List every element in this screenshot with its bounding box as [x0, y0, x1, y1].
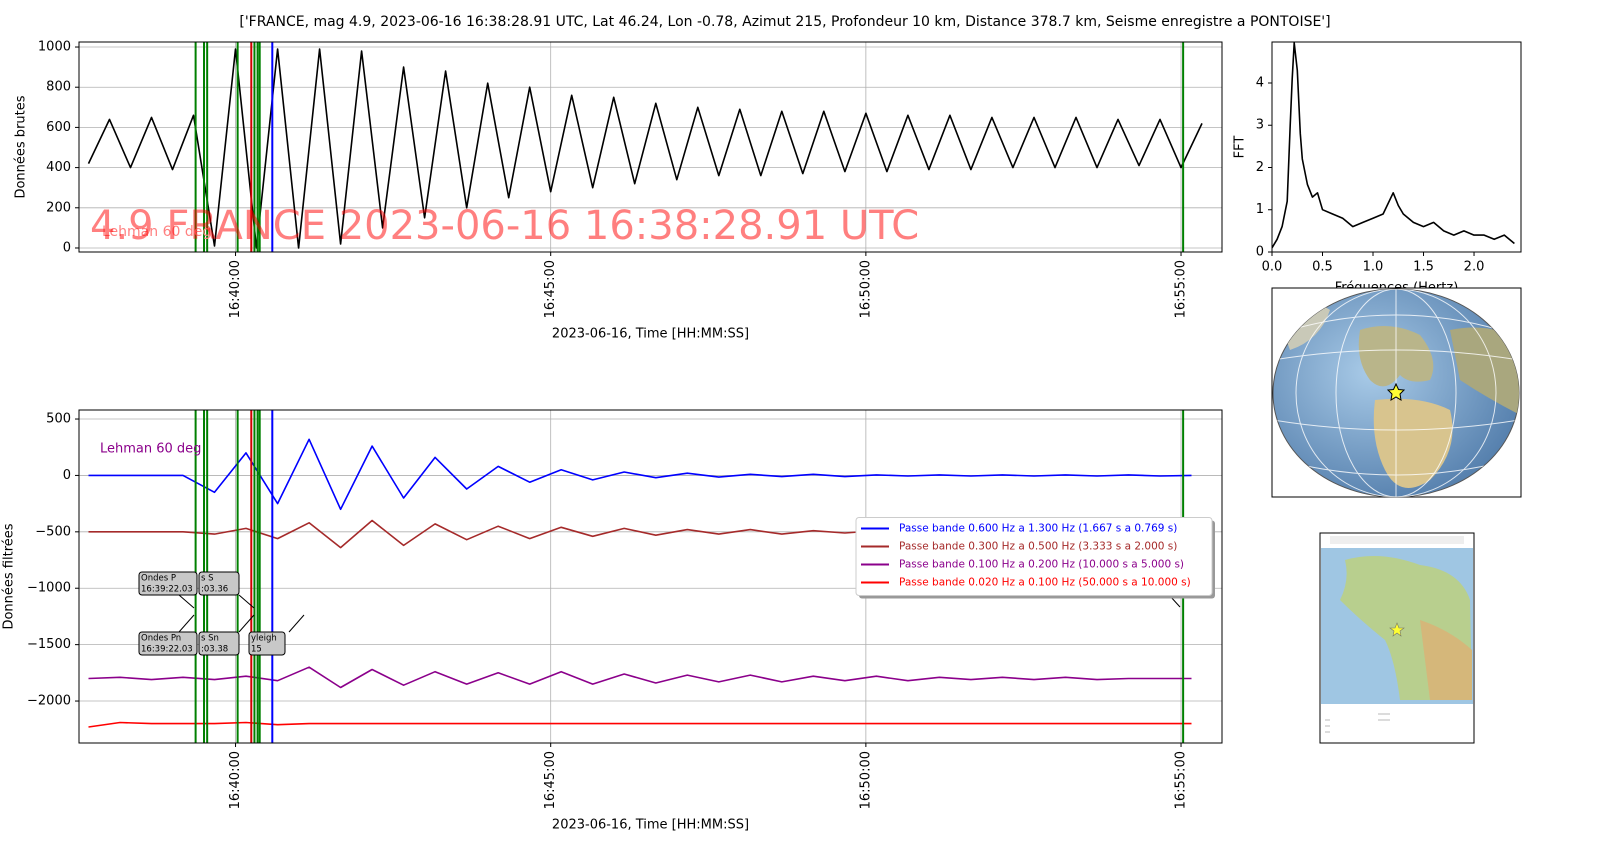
x-tick-label: 16:45:00 — [543, 260, 558, 318]
x-tick-label: 16:55:00 — [1174, 751, 1189, 809]
plot-lines — [87, 42, 1203, 252]
plot-background — [1272, 42, 1521, 252]
y-tick-label: −1000 — [27, 581, 71, 596]
panel: 500 0 −500 −1000 −1500 −2000 16:40:00 16:45:00 1… — [2, 409, 1223, 833]
phase-label-box — [198, 571, 240, 596]
x-tick-label: 16:45:00 — [543, 751, 558, 809]
y-tick-label: 0 — [63, 240, 71, 255]
x-tick-label: 16:50:00 — [858, 751, 873, 809]
y-tick-label: 0 — [1256, 245, 1264, 260]
phase-label-text: 16:39:22.03 — [141, 585, 193, 595]
phase-label-text: 15 — [251, 645, 262, 655]
legend-label: Passe bande 0.600 Hz a 1.300 Hz (1.667 s… — [899, 523, 1177, 535]
y-tick-label: 0 — [63, 468, 71, 483]
panel: 0 200 400 600 800 1000 16:40:00 16:45:00 16:50:0… — [14, 40, 1223, 342]
legend-label: Passe bande 0.100 Hz a 0.200 Hz (10.000 … — [899, 559, 1184, 571]
phase-label-text: s Sn — [201, 634, 219, 644]
annotation: Lehman 60 deg — [100, 442, 201, 457]
y-tick-label: −1500 — [27, 637, 71, 652]
y-axis-label: Données filtrées — [2, 523, 17, 629]
y-tick-label: 600 — [46, 120, 71, 135]
legend-label: Passe bande 0.300 Hz a 0.500 Hz (3.333 s… — [899, 541, 1177, 553]
y-tick-label: −2000 — [27, 694, 71, 709]
phase-label-box — [248, 631, 286, 656]
x-tick-label: 16:50:00 — [858, 260, 873, 318]
phase-arrow — [178, 594, 195, 609]
phase-label-box — [138, 571, 198, 596]
x-tick-label: 0.5 — [1312, 260, 1333, 275]
plot-lines — [88, 410, 1192, 743]
series-line — [87, 48, 1203, 249]
y-tick-label: −500 — [35, 524, 71, 539]
x-tick-label: 0.0 — [1262, 260, 1283, 275]
phase-label-text: Ondes P — [141, 574, 176, 584]
plot-frame — [78, 409, 1223, 744]
x-tick-label: 16:40:00 — [228, 260, 243, 318]
y-tick-label: 500 — [46, 412, 71, 427]
y-axis-label: Données brutes — [14, 95, 29, 198]
y-tick-label: 1000 — [38, 40, 71, 55]
x-tick-label: 1.0 — [1363, 260, 1384, 275]
phase-label-box — [198, 631, 240, 656]
phase-arrow — [238, 594, 255, 609]
x-tick-label: 1.5 — [1413, 260, 1434, 275]
phase-label-box — [138, 631, 198, 656]
legend: Passe bande 0.600 Hz a 1.300 Hz (1.667 s… — [855, 517, 1215, 599]
phase-label-text: :03.36 — [201, 585, 228, 595]
phase-label-text: 16:39:22.03 — [141, 645, 193, 655]
region-map — [1319, 532, 1475, 744]
y-tick-label: 4 — [1256, 75, 1264, 90]
legend-box — [855, 517, 1213, 596]
phase-arrow — [238, 614, 255, 633]
annotation: 4.9 FRANCE 2023-06-16 16:38:28.91 UTC — [90, 203, 919, 249]
y-tick-label: 3 — [1256, 118, 1264, 133]
plot-frame — [1271, 41, 1522, 253]
y-tick-label: 2 — [1256, 160, 1264, 175]
x-tick-label: 16:55:00 — [1174, 260, 1189, 318]
x-axis-label: 2023-06-16, Time [HH:MM:SS] — [552, 327, 749, 342]
y-tick-label: 1 — [1256, 202, 1264, 217]
globe-map — [1271, 287, 1522, 498]
phase-label: s S:03.36 — [198, 571, 255, 609]
annotation: Lehman 60 deg — [102, 224, 211, 240]
phase-label: s Sn:03.38 — [198, 614, 255, 656]
series-line — [1272, 42, 1515, 249]
x-tick-label: 16:40:00 — [228, 751, 243, 809]
phase-arrow — [178, 614, 195, 633]
y-tick-label: 800 — [46, 80, 71, 95]
phase-label-text: Ondes Pn — [141, 634, 181, 644]
phase-arrow — [288, 614, 305, 633]
x-axis-label: 2023-06-16, Time [HH:MM:SS] — [552, 818, 749, 833]
y-tick-label: 400 — [46, 160, 71, 175]
figure-title: ['FRANCE, mag 4.9, 2023-06-16 16:38:28.9… — [239, 14, 1330, 30]
plot-background — [79, 42, 1222, 252]
phase-label-text: s S — [201, 574, 214, 584]
phase-label-text: yleigh — [251, 634, 277, 644]
phase-label: Ondes P16:39:22.03 — [138, 571, 198, 609]
y-tick-label: 200 — [46, 200, 71, 215]
legend-label: Passe bande 0.020 Hz a 0.100 Hz (50.000 … — [899, 577, 1191, 589]
x-tick-label: 2.0 — [1464, 260, 1485, 275]
phase-label-text: :03.38 — [201, 645, 228, 655]
plot-lines — [1272, 42, 1515, 249]
y-axis-label: FFT — [1233, 136, 1248, 159]
plot-frame — [78, 41, 1223, 253]
